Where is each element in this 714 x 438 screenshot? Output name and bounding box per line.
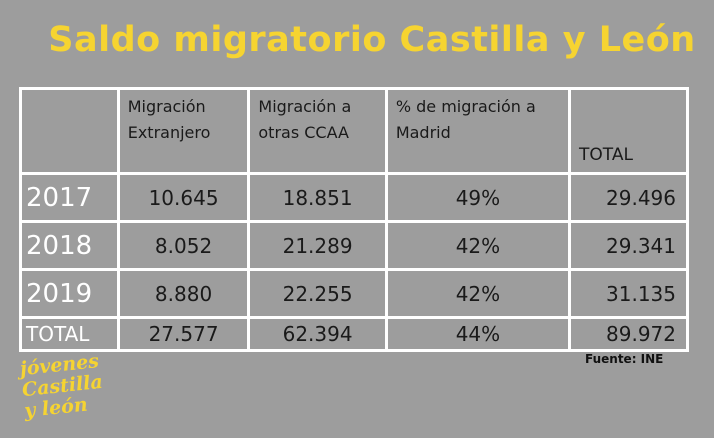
cell: 29.341 <box>568 220 689 271</box>
cell: 8.880 <box>116 268 251 319</box>
cell: 42% <box>384 220 572 271</box>
source: Fuente: INE <box>585 352 664 366</box>
cell: 18.851 <box>247 172 388 223</box>
header-cell: TOTAL <box>568 87 689 175</box>
row-label: 2017 <box>19 172 120 223</box>
header-cell <box>19 87 120 175</box>
data-row: 2017 10.645 18.851 49% 29.496 <box>19 172 689 223</box>
header-cell: Migración a otras CCAA <box>247 87 388 175</box>
title: Saldo migratorio Castilla y León <box>48 20 696 60</box>
data-row: 2019 8.880 22.255 42% 31.135 <box>19 268 689 319</box>
cell: 21.289 <box>247 220 388 271</box>
cell: 44% <box>384 316 572 352</box>
logo: jóvenes Castilla y león <box>19 350 106 422</box>
data-row: TOTAL 27.577 62.394 44% 89.972 <box>19 316 689 352</box>
migration-table: Migración Extranjero Migración a otras CC… <box>19 87 689 352</box>
cell: 29.496 <box>568 172 689 223</box>
row-label: 2019 <box>19 268 120 319</box>
cell: 22.255 <box>247 268 388 319</box>
header-cell: Migración Extranjero <box>116 87 251 175</box>
cell: 27.577 <box>116 316 251 352</box>
cell: 42% <box>384 268 572 319</box>
cell: 49% <box>384 172 572 223</box>
cell: 8.052 <box>116 220 251 271</box>
row-label: 2018 <box>19 220 120 271</box>
cell: 31.135 <box>568 268 689 319</box>
cell: 62.394 <box>247 316 388 352</box>
cell: 10.645 <box>116 172 251 223</box>
data-row: 2018 8.052 21.289 42% 29.341 <box>19 220 689 271</box>
header-row: Migración Extranjero Migración a otras CC… <box>19 87 689 175</box>
cell: 89.972 <box>568 316 689 352</box>
header-cell: % de migración a Madrid <box>384 87 572 175</box>
row-label: TOTAL <box>19 316 120 352</box>
